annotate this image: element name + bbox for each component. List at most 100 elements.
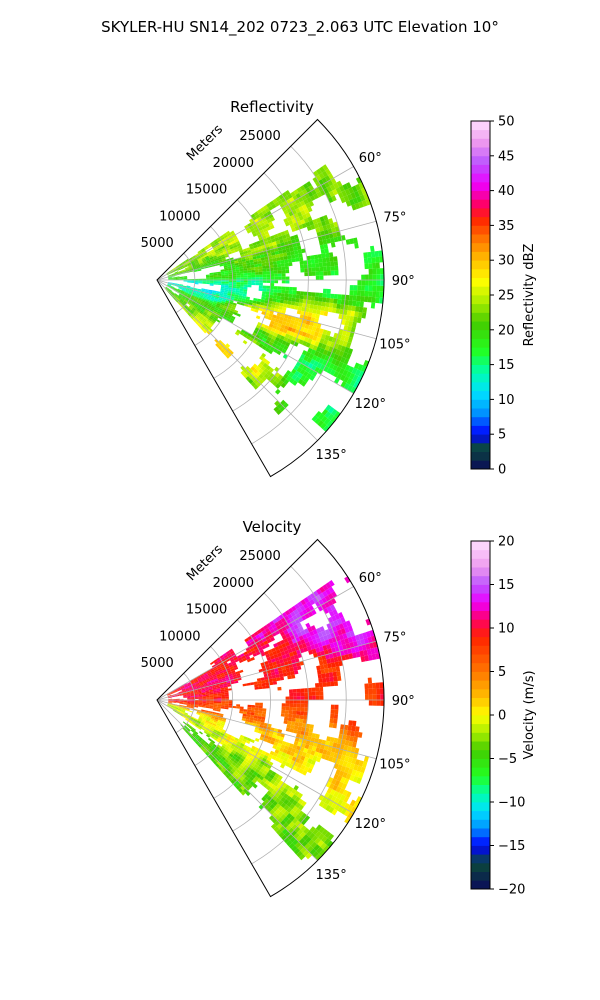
radar-gate	[187, 281, 191, 283]
radar-gate	[190, 734, 195, 739]
radar-gate	[250, 682, 255, 686]
radar-gate	[216, 688, 221, 691]
radar-gate	[242, 340, 248, 345]
radar-gate	[284, 610, 291, 616]
radar-gate	[239, 659, 244, 664]
radar-gate	[243, 373, 249, 379]
radar-gate	[269, 620, 275, 626]
radar-gate	[212, 301, 217, 305]
radar-gate	[207, 731, 212, 735]
radar-gate	[298, 206, 304, 212]
radar-gate	[248, 225, 254, 230]
radar-gate	[302, 340, 308, 347]
radar-gate	[263, 220, 269, 225]
radar-gate	[317, 420, 324, 427]
radar-gate	[295, 802, 301, 809]
radar-gate	[281, 834, 288, 841]
radar-gate	[290, 319, 295, 325]
radar-gate	[181, 289, 186, 292]
radar-gate	[323, 838, 331, 845]
radar-gate	[235, 269, 240, 272]
radar-gate	[291, 748, 297, 753]
radar-gate	[322, 677, 327, 683]
radar-gate	[277, 232, 282, 238]
radar-gate	[206, 671, 211, 675]
radar-gate	[215, 306, 220, 310]
radar-gate	[298, 738, 304, 743]
radar-gate	[220, 689, 225, 692]
radar-gate	[232, 654, 237, 659]
radar-gate	[216, 303, 221, 307]
radar-gate	[347, 193, 353, 201]
radar-gate	[195, 263, 200, 267]
radar-gate	[281, 273, 286, 277]
radar-gate	[271, 327, 276, 333]
radar-gate	[342, 329, 347, 336]
radar-gate	[320, 306, 326, 311]
radar-gate	[224, 692, 229, 695]
radar-gate	[289, 223, 295, 229]
radar-gate	[249, 717, 254, 721]
radar-gate	[323, 607, 329, 615]
radar-gate	[214, 297, 219, 300]
radar-gate	[188, 257, 193, 261]
radar-gate	[266, 285, 271, 289]
radar-gate	[350, 310, 355, 317]
radar-gate	[368, 291, 373, 297]
radar-gate	[266, 790, 272, 796]
radar-gate	[224, 274, 229, 277]
radar-gate	[217, 658, 222, 663]
radar-gate	[218, 748, 223, 753]
radar-gate	[309, 359, 316, 365]
radar-gate	[323, 243, 329, 249]
radar-gate	[202, 259, 207, 263]
radar-gate	[218, 727, 223, 731]
radar-gate	[335, 366, 342, 373]
radar-gate	[211, 714, 216, 718]
radar-gate	[194, 316, 199, 321]
radar-gate	[268, 221, 274, 227]
radar-gate	[251, 230, 256, 235]
radar-gate	[355, 369, 361, 377]
radar-gate	[374, 250, 379, 258]
radar-gate	[189, 267, 193, 270]
radar-gate	[367, 677, 372, 684]
radar-gate	[297, 798, 304, 805]
radar-gate	[341, 294, 346, 300]
radar-gate	[263, 253, 268, 258]
radar-gate	[180, 291, 185, 294]
radar-gate	[167, 693, 171, 696]
radar-gate	[171, 704, 175, 707]
radar-gate	[215, 343, 220, 348]
colorbar-segment	[471, 593, 490, 603]
radar-gate	[188, 299, 193, 303]
radar-gate	[254, 327, 260, 332]
radar-gate	[220, 236, 225, 241]
radar-gate	[196, 264, 201, 268]
radar-gate	[235, 292, 240, 296]
radar-gate	[200, 686, 205, 689]
colorbar-segment	[471, 819, 490, 829]
radar-gate	[269, 798, 275, 804]
colorbar-segment	[471, 567, 490, 577]
radar-gate	[265, 759, 270, 765]
radar-gate	[266, 370, 272, 376]
radar-gate	[243, 270, 248, 274]
radar-gate	[195, 315, 200, 320]
radar-gate	[293, 740, 299, 746]
radar-gate	[325, 677, 331, 683]
radar-gate	[240, 275, 244, 278]
radar-gate	[184, 292, 189, 295]
radar-gate	[190, 304, 194, 308]
radar-gate	[217, 744, 222, 749]
radar-gate	[206, 681, 211, 684]
radar-gate	[326, 681, 331, 687]
radar-gate	[209, 676, 214, 680]
radar-gate	[254, 247, 259, 251]
radar-gate	[279, 316, 284, 321]
radar-gate	[217, 721, 222, 725]
range-tick-label: 20000	[213, 156, 254, 171]
radar-gate	[363, 755, 369, 763]
radar-gate	[191, 301, 196, 305]
radar-gate	[203, 310, 208, 315]
